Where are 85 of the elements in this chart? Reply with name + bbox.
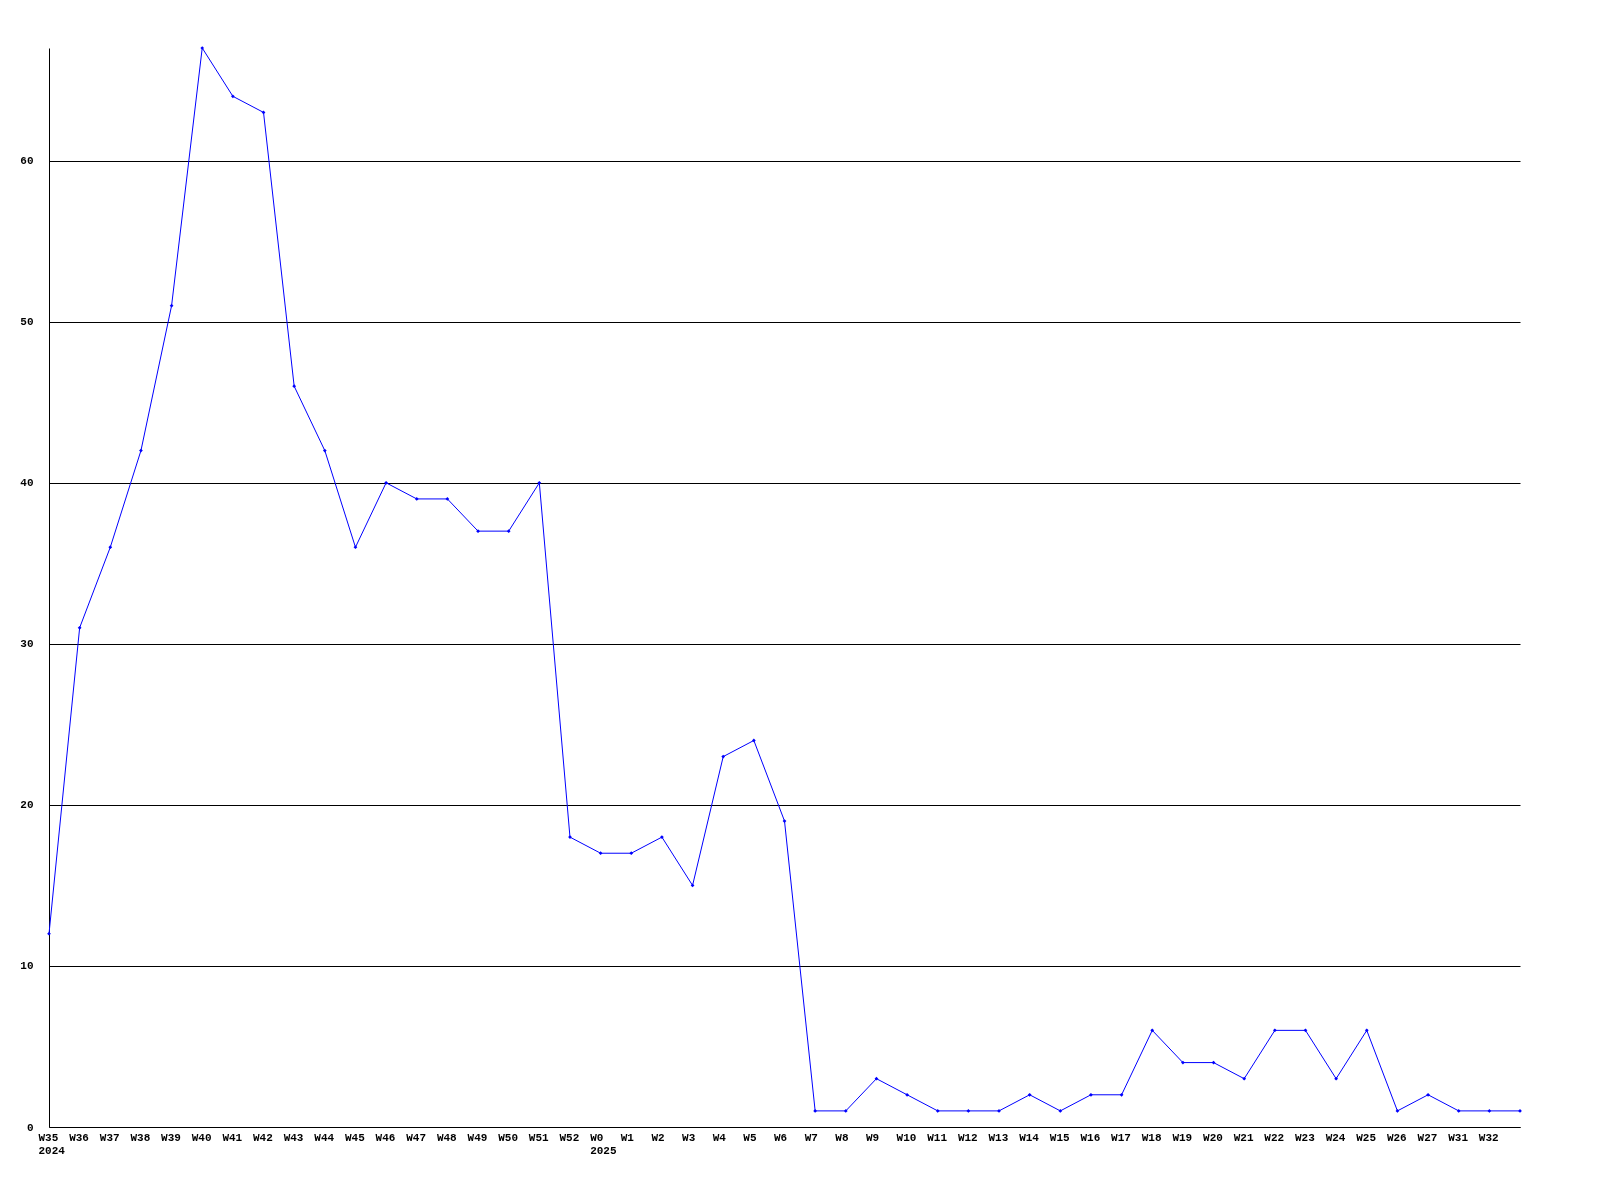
x-tick-label: W9 <box>865 1131 880 1144</box>
y-tick-label: 0 <box>26 1121 34 1134</box>
point <box>1456 1109 1461 1113</box>
y-tick-label: 40 <box>20 477 34 490</box>
point <box>1334 1076 1338 1081</box>
x-tick-label: W43 <box>283 1131 304 1144</box>
y-tick-label: 30 <box>20 638 34 651</box>
x-tick-label: W47 <box>406 1131 427 1144</box>
point <box>231 94 235 99</box>
x-tick-label: W32 <box>1478 1131 1499 1144</box>
x-tick-label: W31 <box>1448 1131 1469 1144</box>
y-tick-label: 60 <box>20 155 34 168</box>
point <box>506 529 511 534</box>
x-tick-label: W36 <box>69 1131 89 1144</box>
point <box>782 819 787 823</box>
point <box>1058 1109 1063 1113</box>
x-tick-label: W22 <box>1264 1131 1285 1144</box>
x-tick-label: W10 <box>896 1131 917 1144</box>
x-tick-label: W41 <box>222 1131 243 1144</box>
x-tick-label: W27 <box>1417 1131 1438 1144</box>
x-tick-label: W13 <box>988 1131 1009 1144</box>
y-tick-label: 10 <box>20 960 34 973</box>
x-tick-label: W37 <box>99 1131 120 1144</box>
point <box>1181 1060 1185 1065</box>
x-tick-label: W39 <box>161 1131 181 1144</box>
x-tick-label: W45 <box>344 1131 366 1144</box>
point <box>598 851 603 856</box>
point <box>1089 1092 1093 1097</box>
x-tick-label: W20 <box>1203 1131 1223 1144</box>
x-tick-label: W17 <box>1111 1131 1131 1144</box>
point <box>1242 1076 1247 1081</box>
x-tick-label: W46 <box>375 1131 396 1144</box>
x-tick-label: W49 <box>467 1131 488 1144</box>
point <box>1426 1092 1430 1097</box>
x-tick-label: W23 <box>1294 1131 1316 1144</box>
point <box>751 738 756 743</box>
x-tick-label: W19 <box>1172 1131 1193 1144</box>
point <box>139 448 143 453</box>
x-tick-label: W6 <box>774 1131 788 1144</box>
point <box>200 46 205 50</box>
line-series <box>47 46 1522 1113</box>
x-tick-label: W35 2024 <box>38 1131 66 1157</box>
x-tick-label: W11 <box>927 1131 948 1144</box>
x-tick-label: W2 <box>651 1131 665 1144</box>
point <box>47 931 51 936</box>
x-tick-label: W4 <box>712 1131 727 1144</box>
x-tick-label: W44 <box>314 1131 335 1144</box>
point <box>1272 1028 1277 1033</box>
point <box>1364 1028 1369 1033</box>
x-tick-label: W25 <box>1356 1131 1377 1144</box>
x-tick-label: W24 <box>1325 1131 1346 1144</box>
x-tick-label: W18 <box>1141 1131 1162 1144</box>
x-tick-label: W48 <box>436 1131 458 1144</box>
x-tick-label: W15 <box>1049 1131 1071 1144</box>
x-tick-label: W5 <box>743 1131 757 1144</box>
x-tick-label: W38 <box>130 1131 151 1144</box>
x-tick-label: W7 <box>804 1131 818 1144</box>
point <box>721 754 726 759</box>
x-tick-label: W14 <box>1019 1131 1040 1144</box>
x-tick-label: W16 <box>1080 1131 1101 1144</box>
x-tick-label: W3 <box>682 1131 696 1144</box>
x-tick-label: W8 <box>835 1131 849 1144</box>
y-tick-label: 50 <box>20 316 34 329</box>
point <box>1119 1092 1124 1097</box>
x-tick-label: W42 <box>253 1131 273 1144</box>
point <box>966 1109 971 1113</box>
point <box>905 1092 909 1097</box>
x-tick-label: W52 <box>559 1131 580 1144</box>
x-tick-label: W50 <box>498 1131 518 1144</box>
point <box>1395 1109 1400 1113</box>
point <box>537 480 542 485</box>
y-tick-label: 20 <box>20 799 34 812</box>
x-tick-label: W40 <box>191 1131 212 1144</box>
x-tick-label: W51 <box>528 1131 550 1144</box>
point <box>414 497 419 501</box>
point <box>1487 1109 1492 1113</box>
x-tick-label: W0 2025 <box>590 1131 617 1157</box>
point <box>353 545 358 550</box>
x-tick-label: W1 <box>620 1131 635 1144</box>
x-tick-label: W12 <box>957 1131 978 1144</box>
point <box>935 1109 940 1113</box>
point <box>445 497 450 501</box>
x-tick-label: W26 <box>1386 1131 1407 1144</box>
point <box>322 448 327 453</box>
x-tick-label: W21 <box>1233 1131 1254 1144</box>
